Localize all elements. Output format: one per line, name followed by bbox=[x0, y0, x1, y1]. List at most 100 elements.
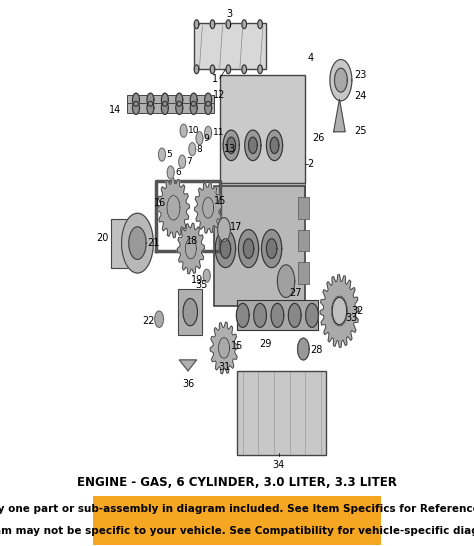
Text: 13: 13 bbox=[224, 144, 236, 154]
FancyBboxPatch shape bbox=[298, 229, 309, 251]
Text: 27: 27 bbox=[289, 288, 301, 298]
Polygon shape bbox=[258, 65, 263, 74]
FancyBboxPatch shape bbox=[237, 300, 318, 330]
FancyBboxPatch shape bbox=[219, 183, 305, 197]
Text: 29: 29 bbox=[260, 339, 272, 349]
Text: 33: 33 bbox=[345, 313, 357, 323]
Text: 16: 16 bbox=[154, 198, 166, 209]
Polygon shape bbox=[210, 20, 215, 28]
FancyBboxPatch shape bbox=[178, 289, 202, 335]
Polygon shape bbox=[288, 304, 301, 327]
Polygon shape bbox=[203, 269, 210, 282]
Polygon shape bbox=[205, 126, 211, 139]
Text: 32: 32 bbox=[351, 306, 364, 316]
Text: 6: 6 bbox=[175, 168, 181, 177]
Polygon shape bbox=[155, 311, 164, 327]
Text: 24: 24 bbox=[354, 91, 366, 102]
Text: 23: 23 bbox=[354, 70, 366, 80]
Polygon shape bbox=[242, 65, 246, 74]
Text: 19: 19 bbox=[191, 275, 203, 285]
Text: 34: 34 bbox=[273, 460, 285, 471]
Polygon shape bbox=[226, 20, 231, 28]
Polygon shape bbox=[203, 198, 214, 218]
Polygon shape bbox=[237, 304, 249, 327]
Text: 17: 17 bbox=[230, 222, 242, 232]
Polygon shape bbox=[180, 124, 187, 137]
FancyBboxPatch shape bbox=[298, 262, 309, 284]
Polygon shape bbox=[266, 130, 283, 161]
Polygon shape bbox=[179, 155, 186, 168]
Polygon shape bbox=[196, 132, 203, 145]
Polygon shape bbox=[332, 298, 346, 325]
Polygon shape bbox=[176, 102, 183, 114]
Polygon shape bbox=[176, 93, 183, 106]
Polygon shape bbox=[270, 137, 279, 153]
Polygon shape bbox=[298, 338, 309, 360]
Polygon shape bbox=[185, 238, 196, 259]
Polygon shape bbox=[205, 93, 211, 106]
Text: 4: 4 bbox=[308, 54, 314, 63]
Text: 11: 11 bbox=[212, 128, 224, 138]
Polygon shape bbox=[320, 275, 359, 347]
Polygon shape bbox=[133, 102, 139, 114]
FancyBboxPatch shape bbox=[219, 75, 305, 183]
Polygon shape bbox=[254, 304, 266, 327]
Polygon shape bbox=[223, 130, 239, 161]
Polygon shape bbox=[205, 102, 211, 114]
Polygon shape bbox=[220, 239, 231, 258]
Text: 25: 25 bbox=[354, 126, 366, 135]
Polygon shape bbox=[167, 195, 180, 220]
Polygon shape bbox=[335, 68, 347, 92]
Polygon shape bbox=[218, 218, 230, 241]
Polygon shape bbox=[190, 102, 197, 114]
Polygon shape bbox=[121, 213, 153, 273]
Polygon shape bbox=[190, 93, 197, 106]
Polygon shape bbox=[179, 360, 197, 371]
Text: 1: 1 bbox=[212, 74, 218, 84]
Polygon shape bbox=[248, 137, 257, 153]
Text: 15: 15 bbox=[214, 197, 226, 206]
FancyBboxPatch shape bbox=[214, 186, 305, 306]
Text: 20: 20 bbox=[96, 233, 109, 242]
FancyBboxPatch shape bbox=[237, 371, 327, 455]
Text: 10: 10 bbox=[188, 126, 200, 135]
Polygon shape bbox=[219, 337, 229, 358]
Polygon shape bbox=[258, 20, 263, 28]
Text: 18: 18 bbox=[186, 236, 198, 246]
Text: ENGINE - GAS, 6 CYLINDER, 3.0 LITER, 3.3 LITER: ENGINE - GAS, 6 CYLINDER, 3.0 LITER, 3.3… bbox=[77, 476, 397, 489]
Text: 35: 35 bbox=[195, 280, 208, 290]
Polygon shape bbox=[183, 299, 198, 326]
Polygon shape bbox=[189, 143, 196, 156]
Polygon shape bbox=[238, 229, 259, 268]
FancyBboxPatch shape bbox=[298, 197, 309, 219]
Polygon shape bbox=[210, 65, 215, 74]
Polygon shape bbox=[242, 20, 246, 28]
Polygon shape bbox=[177, 223, 204, 274]
Polygon shape bbox=[243, 239, 254, 258]
Text: 8: 8 bbox=[197, 145, 202, 153]
Text: 26: 26 bbox=[313, 133, 325, 143]
Text: 7: 7 bbox=[186, 157, 192, 166]
Text: Only one part or sub-assembly in diagram included. See Item Specifics for Refere: Only one part or sub-assembly in diagram… bbox=[0, 505, 474, 514]
Polygon shape bbox=[215, 229, 236, 268]
Polygon shape bbox=[266, 239, 277, 258]
Text: 36: 36 bbox=[182, 379, 194, 389]
Polygon shape bbox=[195, 182, 222, 233]
Text: Diagram may not be specific to your vehicle. See Compatibility for vehicle-speci: Diagram may not be specific to your vehi… bbox=[0, 526, 474, 536]
Polygon shape bbox=[194, 65, 199, 74]
Polygon shape bbox=[147, 93, 154, 106]
Polygon shape bbox=[227, 137, 236, 153]
Polygon shape bbox=[331, 296, 347, 326]
Polygon shape bbox=[277, 265, 295, 298]
Text: 2: 2 bbox=[308, 159, 314, 169]
Polygon shape bbox=[161, 93, 168, 106]
Polygon shape bbox=[161, 102, 168, 114]
FancyBboxPatch shape bbox=[128, 103, 214, 113]
Text: 22: 22 bbox=[142, 316, 155, 326]
Polygon shape bbox=[129, 227, 146, 259]
FancyBboxPatch shape bbox=[93, 496, 381, 544]
Text: 31: 31 bbox=[218, 362, 230, 372]
FancyBboxPatch shape bbox=[111, 219, 137, 268]
Text: 21: 21 bbox=[147, 238, 160, 248]
Polygon shape bbox=[210, 322, 238, 374]
